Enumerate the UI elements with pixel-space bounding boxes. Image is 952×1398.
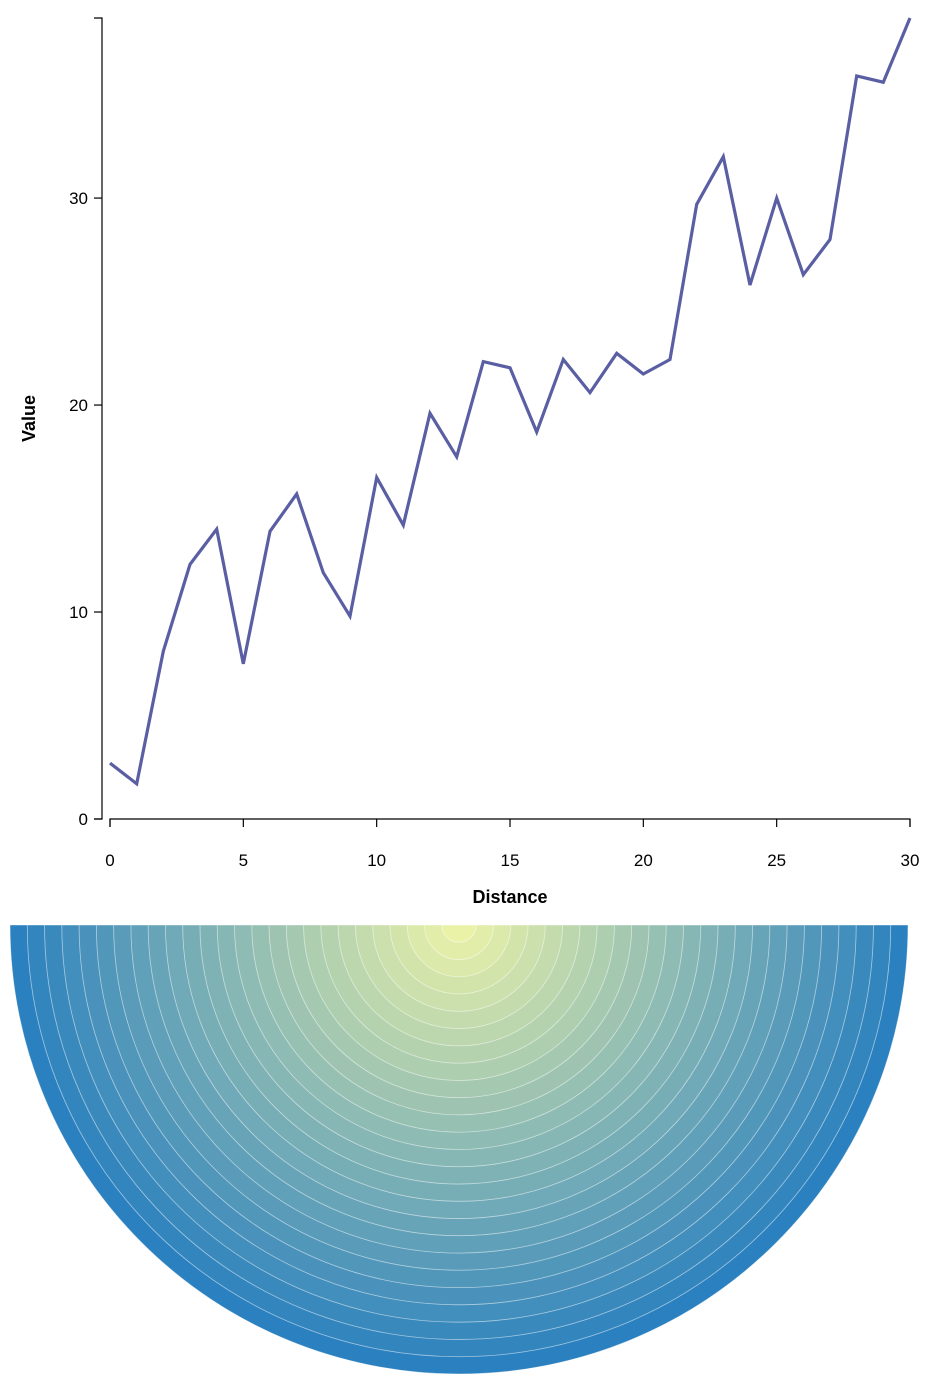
x-tick-label: 5 xyxy=(239,851,248,870)
line-chart: 0 10 20 30 0 5 10 15 20 25 30 Value Distance xyxy=(19,17,920,907)
series-line xyxy=(109,17,912,787)
x-tick-label: 30 xyxy=(901,851,920,870)
y-axis-title: Value xyxy=(19,395,39,442)
y-axis: 0 10 20 30 xyxy=(69,17,103,829)
x-tick-label: 25 xyxy=(767,851,786,870)
y-tick-label: 30 xyxy=(69,189,88,208)
x-tick-label: 20 xyxy=(634,851,653,870)
x-tick-label: 0 xyxy=(105,851,114,870)
y-tick-label: 20 xyxy=(69,396,88,415)
y-tick-label: 10 xyxy=(69,603,88,622)
x-tick-label: 15 xyxy=(501,851,520,870)
y-axis-line xyxy=(94,17,103,820)
x-axis-title: Distance xyxy=(472,887,547,907)
y-tick-label: 0 xyxy=(79,810,88,829)
concentric-ring-chart xyxy=(9,924,909,1375)
x-axis: 0 5 10 15 20 25 30 xyxy=(105,818,920,870)
x-tick-label: 10 xyxy=(367,851,386,870)
ring-1 xyxy=(441,924,477,943)
